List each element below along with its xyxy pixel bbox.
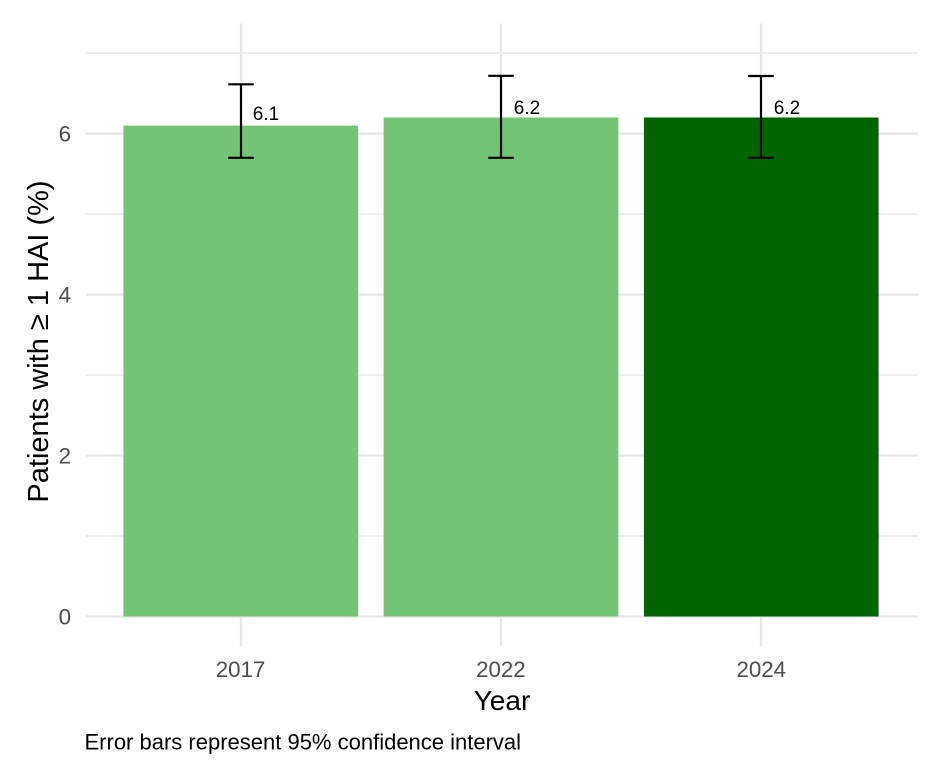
svg-text:6: 6	[59, 122, 71, 147]
svg-text:0: 0	[59, 605, 71, 630]
svg-text:Year: Year	[474, 685, 531, 716]
svg-text:6.2: 6.2	[514, 98, 540, 119]
svg-text:Patients with ≥ 1 HAI (%): Patients with ≥ 1 HAI (%)	[23, 180, 55, 502]
svg-text:2024: 2024	[736, 657, 786, 682]
svg-text:2: 2	[59, 444, 71, 469]
svg-text:6.2: 6.2	[774, 98, 800, 119]
svg-text:Error bars represent 95% confi: Error bars represent 95% confidence inte…	[85, 730, 522, 755]
svg-text:4: 4	[59, 283, 71, 308]
svg-text:6.1: 6.1	[253, 104, 279, 125]
svg-text:2022: 2022	[476, 657, 526, 682]
svg-text:2017: 2017	[216, 657, 266, 682]
